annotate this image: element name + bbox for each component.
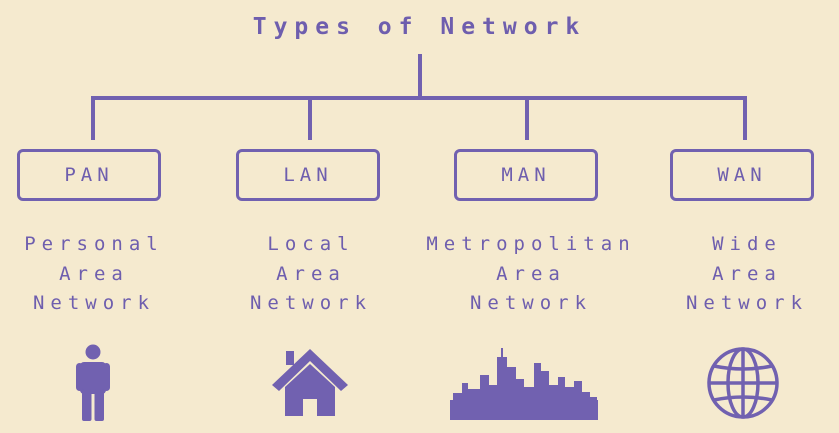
globe-icon: [707, 347, 779, 419]
wan-description-line: Wide: [712, 233, 782, 255]
wan-description: Wide Area Network: [632, 230, 839, 319]
wan-description-line: Network: [685, 292, 809, 314]
person-icon: [76, 344, 110, 421]
man-box: MAN: [454, 149, 598, 201]
lan-description-line: Local: [267, 233, 355, 255]
city-skyline-icon: [450, 348, 598, 420]
pan-description-line: Area: [59, 262, 129, 285]
pan-box: PAN: [17, 149, 161, 201]
lan-description: Local Area Network: [196, 230, 426, 319]
man-description-line: Network: [469, 292, 593, 314]
wan-box: WAN: [670, 149, 814, 201]
house-icon: [272, 349, 348, 416]
wan-description-line: Area: [712, 262, 782, 285]
man-description: Metropolitan Area Network: [416, 230, 646, 319]
diagram-title: Types of Network: [252, 14, 587, 40]
pan-description-line: Personal: [24, 233, 164, 255]
lan-description-line: Network: [249, 292, 373, 314]
pan-description-line: Network: [32, 292, 156, 314]
man-description-line: Area: [496, 262, 566, 285]
pan-description: Personal Area Network: [0, 230, 209, 319]
lan-box: LAN: [236, 149, 380, 201]
man-description-line: Metropolitan: [426, 233, 636, 255]
lan-description-line: Area: [276, 262, 346, 285]
